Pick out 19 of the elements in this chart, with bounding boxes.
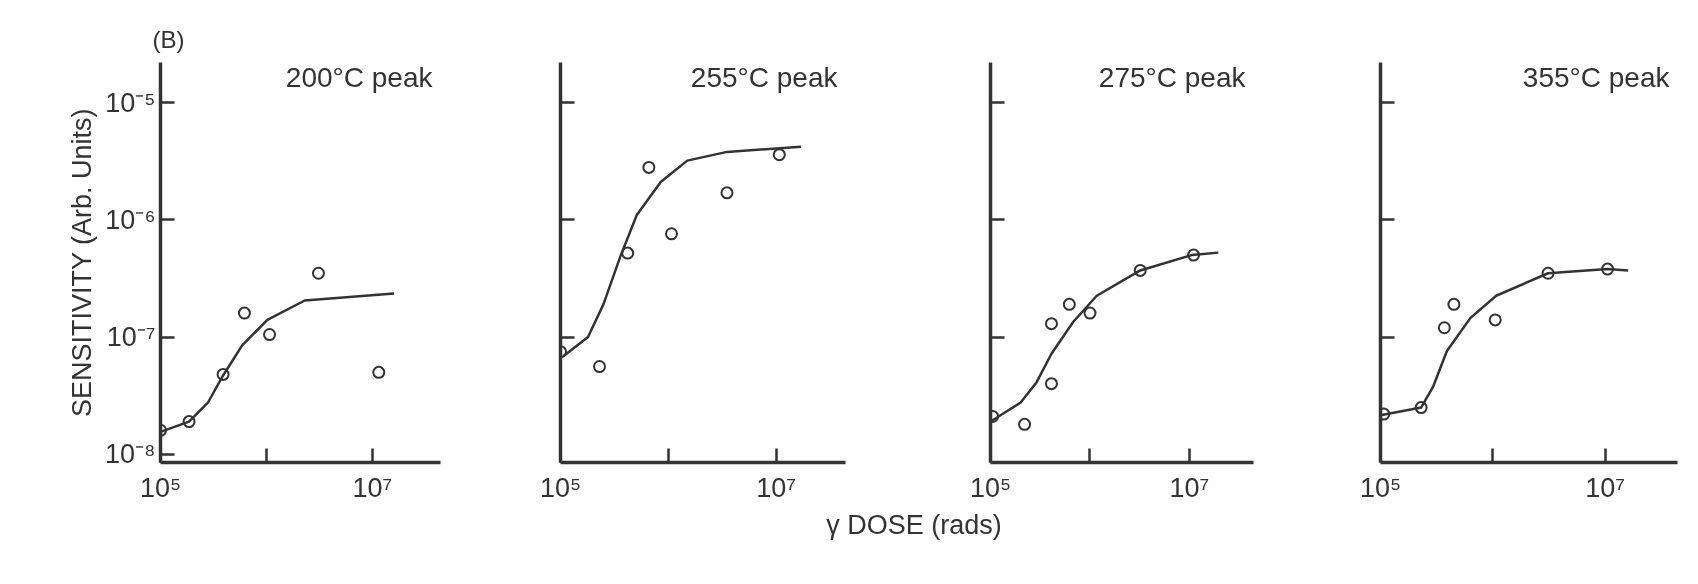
y-axis-title: SENSITIVITY (Arb. Units) (67, 108, 98, 418)
x-tick-label: 10⁵ (539, 472, 582, 503)
y-tick-label: 10⁻⁷ (106, 322, 156, 353)
y-tick-label: 10⁻⁶ (105, 204, 156, 235)
x-tick-label: 10⁷ (1585, 472, 1626, 503)
x-tick-label: 10⁵ (969, 472, 1012, 503)
x-tick-label: 10⁵ (1359, 472, 1402, 503)
x-axis-title: γ DOSE (rads) (826, 509, 1002, 542)
text: (B) (152, 25, 185, 53)
chart-title: 255°C peak (690, 61, 839, 93)
x-tick-label: 10⁷ (756, 472, 797, 503)
x-tick-label: 10⁷ (1169, 472, 1210, 503)
x-tick-label: 10⁵ (139, 472, 182, 503)
y-tick-label: 10⁻⁸ (105, 439, 156, 470)
chart-title: 275°C peak (1098, 61, 1247, 93)
chart-title: 200°C peak (285, 61, 434, 93)
y-tick-label: 10⁻⁵ (105, 87, 156, 118)
chart-title: 355°C peak (1522, 61, 1671, 93)
x-tick-label: 10⁷ (352, 472, 393, 503)
